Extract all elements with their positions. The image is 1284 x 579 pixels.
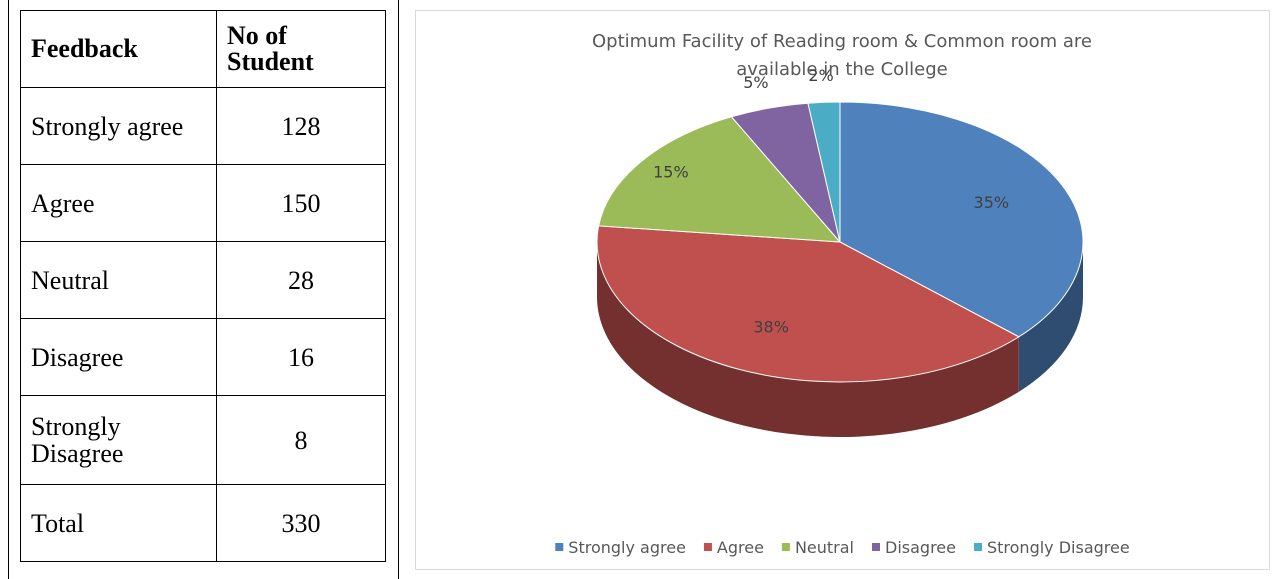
table-body: Strongly agree 128 Agree 150 Neutral 28 Disagr… — [20, 87, 386, 562]
legend-swatch — [872, 543, 880, 551]
table-cell: Disagree — [20, 318, 217, 396]
feedback-table: Feedback No of Student Strongly agree 128… — [20, 10, 386, 562]
data-label: 15% — [653, 163, 689, 182]
header-cell: No of Student — [216, 10, 386, 88]
legend-label: Agree — [717, 538, 764, 557]
table-row: Disagree 16 — [20, 318, 386, 396]
table-row: Agree 150 — [20, 164, 386, 242]
table-cell: 330 — [216, 484, 386, 562]
legend-swatch — [703, 543, 712, 551]
table-row: Strongly agree 128 — [20, 87, 386, 165]
legend-label: Disagree — [885, 538, 956, 557]
table-cell: 128 — [216, 87, 386, 165]
header-cell: Feedback — [20, 10, 217, 88]
table-row: Neutral 28 — [20, 241, 386, 319]
table-cell: 150 — [216, 164, 386, 242]
pie-slice — [596, 225, 1020, 383]
data-label: 38% — [753, 318, 789, 337]
data-label: 2% — [808, 66, 833, 85]
table-cell: Strongly agree — [20, 87, 217, 165]
legend-swatch — [781, 543, 790, 551]
table-cell: Total — [20, 484, 217, 562]
table-cell: 28 — [216, 241, 386, 319]
table-cell: Agree — [20, 164, 217, 242]
pie-slice-side — [597, 242, 1019, 437]
legend: Strongly agree Agree Neutral Disagree Strong… — [555, 538, 1130, 557]
chart-title: Optimum Facility of Reading room & Commo… — [592, 31, 1092, 80]
header-row: Feedback No of Student — [20, 10, 386, 88]
table-cell: 8 — [216, 395, 386, 485]
data-label: 5% — [743, 73, 768, 92]
table-cell: 16 — [216, 318, 386, 396]
legend-swatch — [555, 543, 564, 551]
chart: Optimum Facility of Reading room & Commo… — [415, 10, 1270, 570]
title-line: Optimum Facility of Reading room & Commo… — [592, 31, 1092, 52]
legend-swatch — [973, 543, 982, 551]
legend-label: Strongly Disagree — [987, 538, 1130, 557]
table-cell: Strongly Disagree — [20, 395, 217, 485]
legend-label: Strongly agree — [568, 538, 686, 557]
pie-slice — [839, 101, 1084, 338]
title-line: available in the College — [736, 59, 948, 80]
frame-line — [398, 0, 399, 579]
pie-slice — [807, 101, 841, 243]
pie-slice-side — [1018, 242, 1083, 392]
table-row: Total 330 — [20, 484, 386, 562]
table-row: Strongly Disagree 8 — [20, 395, 386, 485]
legend-label: Neutral — [795, 538, 854, 557]
data-label: 35% — [974, 193, 1010, 212]
pie-slice — [598, 116, 842, 243]
table-cell: Neutral — [20, 241, 217, 319]
frame-line — [8, 0, 9, 579]
